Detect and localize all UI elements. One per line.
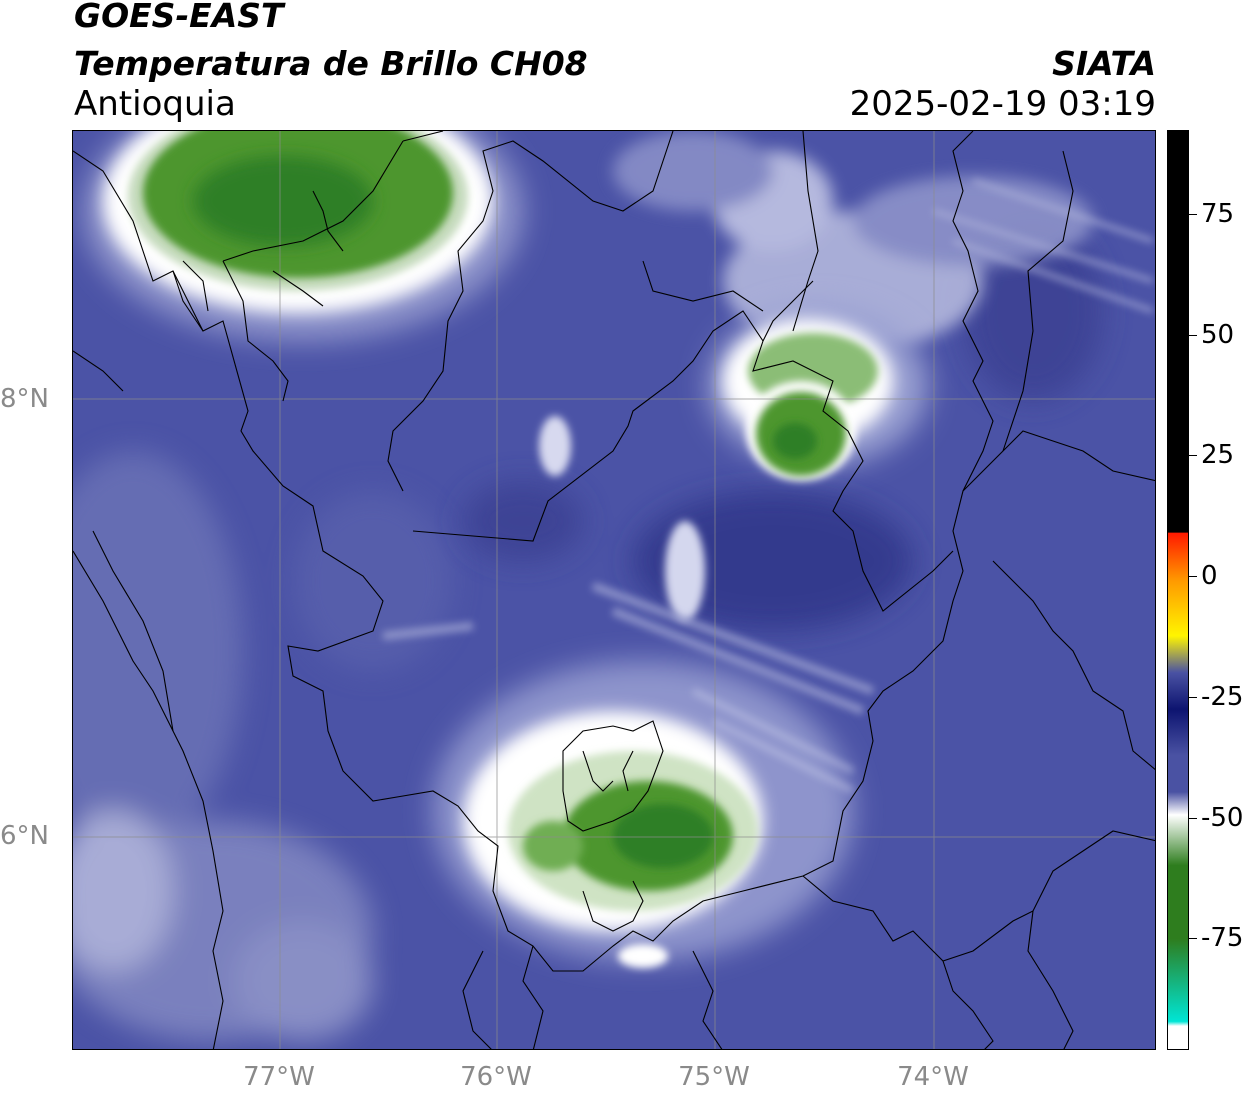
colorbar-tick <box>1189 938 1197 939</box>
colorbar-tick <box>1189 818 1197 819</box>
timestamp-label: 2025-02-19 03:19 <box>849 84 1156 124</box>
south-streaks <box>691 688 855 794</box>
colorbar-tick <box>1189 335 1197 336</box>
colorbar-tick <box>1189 455 1197 456</box>
map-canvas <box>73 131 1155 1049</box>
colorbar-tick <box>1189 214 1197 215</box>
northeast-streak-lines <box>932 178 1154 314</box>
longitude-label-77w: 77°W <box>243 1062 315 1092</box>
satellite-title: GOES-EAST <box>74 0 284 35</box>
administrative-boundaries <box>73 131 1155 1049</box>
latitude-label-6n: 6°N <box>0 821 49 851</box>
temperature-colorbar <box>1167 130 1189 1050</box>
satellite-map <box>72 130 1156 1050</box>
colorbar-label-25: 25 <box>1201 440 1235 470</box>
colorbar-label-50: 50 <box>1201 320 1235 350</box>
northwest-convective-cell <box>83 131 523 341</box>
longitude-label-75w: 75°W <box>678 1062 750 1092</box>
product-title: Temperatura de Brillo CH08 <box>74 44 588 83</box>
latitude-label-8n: 8°N <box>0 384 49 414</box>
colorbar-label-minus25: -25 <box>1201 682 1244 712</box>
small-cloud-plumes <box>539 416 705 621</box>
region-label: Antioquia <box>74 84 236 124</box>
western-light-texture <box>73 451 453 1041</box>
colorbar-tick <box>1189 697 1197 698</box>
longitude-label-76w: 76°W <box>460 1062 532 1092</box>
colorbar-label-0: 0 <box>1201 561 1218 591</box>
colorbar-tick <box>1189 576 1197 577</box>
dark-band <box>463 221 1103 631</box>
colorbar-label-minus50: -50 <box>1201 803 1244 833</box>
brand-label: SIATA <box>1052 44 1156 83</box>
mid-cloud-streaks <box>382 582 875 715</box>
colorbar-label-75: 75 <box>1201 199 1235 229</box>
colorbar-label-minus75: -75 <box>1201 923 1244 953</box>
longitude-label-74w: 74°W <box>897 1062 969 1092</box>
